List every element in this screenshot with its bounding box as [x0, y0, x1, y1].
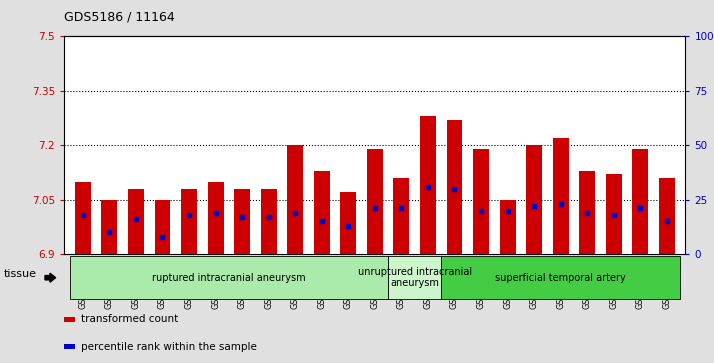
- Bar: [181, 189, 197, 254]
- Bar: [393, 178, 409, 254]
- Bar: [446, 120, 463, 254]
- Bar: [101, 200, 117, 254]
- Bar: [473, 149, 489, 254]
- Bar: [128, 189, 144, 254]
- Bar: [633, 149, 648, 254]
- Bar: [234, 189, 250, 254]
- Bar: [553, 138, 568, 254]
- Bar: [208, 182, 223, 254]
- Bar: [420, 116, 436, 254]
- Bar: [287, 145, 303, 254]
- Text: superficial temporal artery: superficial temporal artery: [496, 273, 626, 283]
- Bar: [313, 171, 330, 254]
- Bar: [526, 145, 542, 254]
- Bar: [75, 182, 91, 254]
- Text: percentile rank within the sample: percentile rank within the sample: [81, 342, 256, 352]
- Text: transformed count: transformed count: [81, 314, 178, 325]
- Text: tissue: tissue: [4, 269, 36, 279]
- Text: unruptured intracranial
aneurysm: unruptured intracranial aneurysm: [358, 267, 472, 289]
- Bar: [341, 192, 356, 254]
- Bar: [367, 149, 383, 254]
- Bar: [500, 200, 516, 254]
- Bar: [261, 189, 276, 254]
- Bar: [579, 171, 595, 254]
- Bar: [154, 200, 171, 254]
- Bar: [605, 174, 622, 254]
- Text: GDS5186 / 11164: GDS5186 / 11164: [64, 11, 175, 24]
- Text: ruptured intracranial aneurysm: ruptured intracranial aneurysm: [152, 273, 306, 283]
- Bar: [659, 178, 675, 254]
